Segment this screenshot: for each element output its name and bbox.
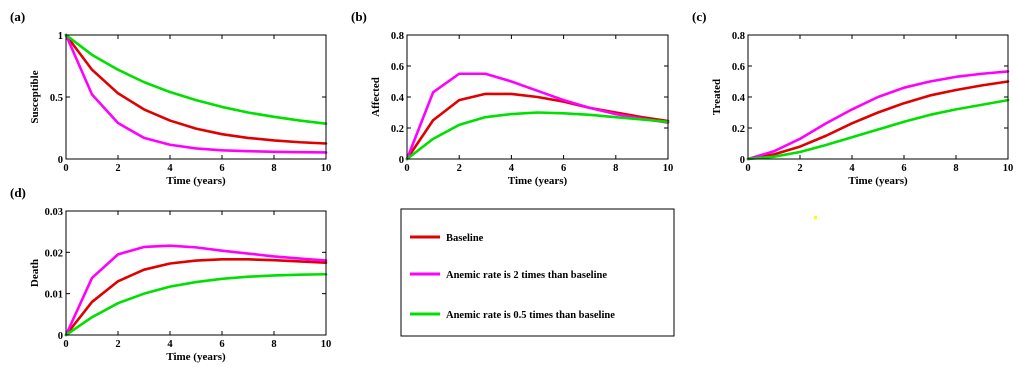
affected-xtick-label: 10 bbox=[663, 163, 674, 174]
susceptible-xtick-label: 8 bbox=[271, 163, 276, 174]
affected-series-anemic-rate-is-2-times-than-baseline bbox=[405, 72, 670, 161]
affected-panel-label: (b) bbox=[351, 9, 367, 24]
death-xlabel: Time (years) bbox=[166, 351, 226, 363]
susceptible-series-anemic-rate-is-0-5-times-than-baseline bbox=[64, 33, 328, 125]
death-xtick-label: 6 bbox=[219, 339, 224, 350]
treated-ytick-label: 0 bbox=[740, 155, 745, 166]
death-ytick-label: 0.01 bbox=[45, 290, 63, 301]
treated-xlabel: Time (years) bbox=[848, 175, 908, 187]
panel-death: 0 2 4 6 8 10 0 0.01 0.02 0.03 Time (years) Death (d) bbox=[10, 185, 331, 363]
death-xtick-label: 0 bbox=[63, 339, 68, 350]
treated-ytick-label: 0.2 bbox=[732, 124, 745, 135]
treated-xtick-label: 0 bbox=[745, 163, 750, 174]
treated-ytick-label: 0.4 bbox=[732, 93, 746, 104]
treated-xtick-label: 10 bbox=[1003, 163, 1014, 174]
treated-panel-label: (c) bbox=[692, 9, 706, 24]
treated-xtick-label: 2 bbox=[797, 163, 802, 174]
death-xtick-label: 10 bbox=[321, 339, 332, 350]
death-panel-label: (d) bbox=[10, 185, 26, 200]
panel-treated: 0 2 4 6 8 10 0 0.2 0.4 0.6 0.8 Time (years) Treated (… bbox=[692, 9, 1013, 187]
affected-ytick-label: 0.4 bbox=[391, 93, 405, 104]
legend-box bbox=[400, 208, 675, 337]
susceptible-xtick-label: 4 bbox=[167, 163, 173, 174]
treated-series-anemic-rate-is-2-times-than-baseline bbox=[746, 70, 1010, 161]
panel-affected: 0 2 4 6 8 10 0 0.2 0.4 0.6 0.8 Time (years) Affected… bbox=[351, 9, 673, 187]
death-ytick-label: 0.03 bbox=[45, 207, 63, 218]
affected-xtick-label: 8 bbox=[613, 163, 618, 174]
susceptible-xtick-label: 6 bbox=[219, 163, 224, 174]
affected-xtick-label: 4 bbox=[509, 163, 515, 174]
death-series-baseline bbox=[64, 258, 328, 337]
affected-xtick-label: 6 bbox=[561, 163, 566, 174]
legend-label-anemic-half: Anemic rate is 0.5 times than baseline bbox=[446, 310, 615, 321]
affected-xlabel: Time (years) bbox=[508, 175, 568, 187]
death-series-anemic-rate-is-0-5-times-than-baseline bbox=[64, 272, 328, 337]
susceptible-panel-label: (a) bbox=[10, 9, 25, 24]
affected-ytick-label: 0.8 bbox=[391, 31, 404, 42]
susceptible-ytick-label: 0.5 bbox=[50, 93, 63, 104]
panel-susceptible: 0 2 4 6 8 10 0 0.5 1 Time (years) Susceptible (a) bbox=[10, 9, 331, 187]
susceptible-xtick-label: 2 bbox=[115, 163, 120, 174]
susceptible-xtick-label: 10 bbox=[321, 163, 332, 174]
death-xtick-label: 4 bbox=[167, 339, 173, 350]
susceptible-xtick-label: 0 bbox=[63, 163, 68, 174]
death-ylabel: Death bbox=[29, 259, 41, 287]
death-axes-frame bbox=[65, 210, 327, 336]
death-series-anemic-rate-is-2-times-than-baseline bbox=[64, 244, 328, 337]
stray-yellow-dot bbox=[814, 216, 817, 219]
susceptible-ytick-label: 0 bbox=[58, 155, 63, 166]
legend-label-baseline: Baseline bbox=[446, 233, 484, 244]
treated-xtick-label: 6 bbox=[901, 163, 906, 174]
treated-xtick-label: 8 bbox=[953, 163, 958, 174]
affected-series-baseline bbox=[405, 92, 670, 161]
death-xtick-label: 8 bbox=[271, 339, 276, 350]
treated-series-anemic-rate-is-0-5-times-than-baseline bbox=[746, 98, 1010, 161]
susceptible-series-baseline bbox=[64, 33, 328, 145]
affected-ytick-label: 0.6 bbox=[391, 62, 404, 73]
death-ytick-label: 0.02 bbox=[45, 248, 63, 259]
affected-ylabel: Affected bbox=[370, 77, 382, 117]
susceptible-ytick-label: 1 bbox=[58, 31, 63, 42]
treated-xtick-label: 4 bbox=[849, 163, 855, 174]
legend-label-anemic-2x: Anemic rate is 2 times than baseline bbox=[446, 270, 607, 281]
affected-ytick-label: 0 bbox=[399, 155, 404, 166]
treated-ytick-label: 0.8 bbox=[732, 31, 745, 42]
death-ytick-label: 0 bbox=[58, 331, 63, 342]
susceptible-ylabel: Susceptible bbox=[29, 70, 41, 123]
death-xtick-label: 2 bbox=[115, 339, 120, 350]
treated-ytick-label: 0.6 bbox=[732, 62, 745, 73]
susceptible-xlabel: Time (years) bbox=[166, 175, 226, 187]
treated-series-baseline bbox=[746, 80, 1010, 161]
affected-series-anemic-rate-is-0-5-times-than-baseline bbox=[405, 111, 670, 161]
susceptible-series-anemic-rate-is-2-times-than-baseline bbox=[64, 33, 328, 154]
affected-xtick-label: 0 bbox=[404, 163, 409, 174]
affected-ytick-label: 0.2 bbox=[391, 124, 404, 135]
panels-group: 0 2 4 6 8 10 0 0.5 1 Time (years) Susceptible (a) 0 2… bbox=[10, 9, 1013, 363]
treated-ylabel: Treated bbox=[711, 79, 723, 115]
affected-xtick-label: 2 bbox=[457, 163, 462, 174]
legend: Baseline Anemic rate is 2 times than bas… bbox=[400, 208, 675, 337]
